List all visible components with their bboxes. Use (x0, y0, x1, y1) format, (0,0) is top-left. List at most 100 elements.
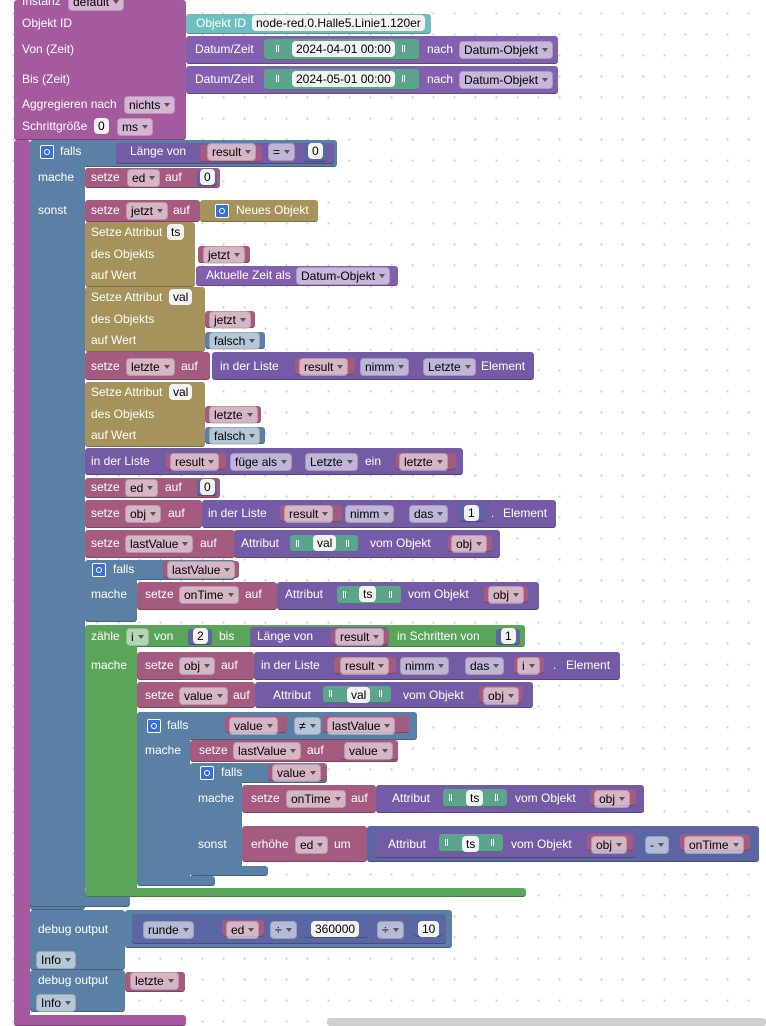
dropdown-field[interactable]: obj (179, 657, 216, 675)
dropdown-field[interactable]: result (335, 628, 385, 646)
dropdown-field[interactable]: i (517, 657, 540, 675)
text-field[interactable]: val (313, 535, 337, 551)
dropdown-field[interactable]: value (179, 687, 228, 705)
dropdown-field[interactable]: value (229, 717, 278, 735)
text-field[interactable]: 10 (418, 921, 440, 937)
dropdown-field[interactable]: Datum-Objekt (459, 71, 554, 89)
dropdown-field[interactable]: lastValue (125, 535, 194, 553)
text-field[interactable]: 0 (308, 143, 323, 159)
dropdown-field[interactable]: onTime (684, 836, 744, 854)
dropdown-field[interactable]: ed (295, 836, 329, 854)
text-field[interactable]: ts (167, 224, 185, 240)
dropdown-field[interactable]: obj (451, 535, 488, 553)
dropdown-field[interactable]: jetzt (126, 202, 169, 220)
dropdown-field[interactable]: füge als (230, 453, 293, 471)
dropdown-field[interactable]: ed (226, 921, 260, 939)
dropdown-field[interactable]: das (409, 505, 449, 523)
block-label: sonst (198, 837, 227, 851)
text-field[interactable]: ts (466, 790, 484, 806)
block-label: des Objekts (91, 312, 155, 326)
dropdown-field[interactable]: ÷ (270, 921, 297, 939)
dropdown-field[interactable]: ≠ (294, 717, 321, 735)
dropdown-field[interactable]: letzte (130, 972, 179, 990)
gear-icon[interactable] (215, 204, 229, 218)
dropdown-field[interactable]: jetzt (203, 246, 246, 264)
dropdown-field[interactable]: result (340, 657, 390, 675)
dropdown-field[interactable]: letzte (399, 453, 448, 471)
dropdown-field[interactable]: das (465, 657, 505, 675)
block-label: auf (168, 506, 185, 520)
text-field[interactable]: val (169, 289, 193, 305)
block-label: um (334, 837, 351, 851)
dropdown-field[interactable]: result (299, 358, 349, 376)
dropdown-field[interactable]: i (126, 628, 149, 646)
dropdown-field[interactable]: ed (127, 169, 161, 187)
dropdown-field[interactable]: - (645, 836, 669, 854)
dropdown-field[interactable]: default (68, 0, 125, 11)
block (85, 625, 137, 890)
dropdown-field[interactable]: lastValue (167, 561, 236, 579)
dropdown-field[interactable]: Datum-Objekt (459, 41, 554, 59)
block-label: auf (307, 743, 324, 757)
text-field[interactable]: ts (462, 836, 480, 852)
block-label: falls (221, 765, 243, 779)
dropdown-field[interactable]: lastValue (233, 742, 302, 760)
dropdown-field[interactable]: Info (36, 994, 77, 1012)
dropdown-field[interactable]: Letzte (423, 358, 476, 376)
dropdown-field[interactable]: obj (594, 790, 631, 808)
dropdown-field[interactable]: Info (36, 951, 77, 969)
text-field[interactable]: 1 (464, 505, 479, 521)
dropdown-field[interactable]: letzte (209, 406, 258, 424)
text-field[interactable]: 2 (193, 628, 208, 644)
block-label: Objekt ID (22, 16, 73, 30)
dropdown-field[interactable]: = (268, 143, 296, 161)
block-label: Aggregieren nach (22, 97, 117, 111)
dropdown-field[interactable]: letzte (126, 358, 175, 376)
dropdown-field[interactable]: result (207, 143, 257, 161)
dropdown-field[interactable]: ms (117, 118, 153, 136)
dropdown-field[interactable]: result (284, 505, 334, 523)
dropdown-field[interactable]: nichts (124, 96, 176, 114)
dropdown-field[interactable]: falsch (209, 427, 261, 445)
text-field[interactable]: 0 (94, 118, 109, 134)
text-field[interactable]: 0 (200, 479, 215, 495)
dropdown-field[interactable]: ÷ (377, 921, 404, 939)
dropdown-field[interactable]: value (272, 764, 321, 782)
dropdown-field[interactable]: value (344, 742, 393, 760)
text-field[interactable]: 1 (501, 628, 516, 644)
dropdown-field[interactable]: obj (125, 505, 162, 523)
dropdown-field[interactable]: jetzt (209, 311, 252, 329)
block-label: Datum/Zeit (195, 72, 254, 86)
dropdown-field[interactable]: nimm (345, 505, 395, 523)
block (85, 888, 526, 897)
dropdown-field[interactable]: falsch (209, 332, 261, 350)
gear-icon[interactable] (147, 719, 161, 733)
dropdown-field[interactable]: obj (483, 687, 520, 705)
dropdown-field[interactable]: obj (591, 836, 628, 854)
dropdown-field[interactable]: nimm (360, 358, 410, 376)
dropdown-field[interactable]: runde (143, 921, 194, 939)
dropdown-field[interactable]: result (170, 453, 220, 471)
dropdown-field[interactable]: lastValue (327, 717, 396, 735)
text-field[interactable]: val (169, 384, 193, 400)
gear-icon[interactable] (92, 563, 106, 577)
text-field[interactable]: ts (359, 586, 377, 602)
text-field[interactable]: 2024-05-01 00:00 (292, 71, 395, 87)
text-field[interactable]: 0 (200, 169, 215, 185)
dropdown-field[interactable]: Letzte (305, 453, 358, 471)
dropdown-field[interactable]: onTime (286, 790, 346, 808)
dropdown-field[interactable]: obj (488, 586, 525, 604)
dropdown-field[interactable]: ed (125, 479, 159, 497)
text-field[interactable]: node-red.0.Halle5.Linie1.120er (252, 15, 425, 31)
gear-icon[interactable] (200, 766, 214, 780)
text-field[interactable]: val (347, 687, 371, 703)
gear-icon[interactable] (40, 145, 54, 159)
quote-icon (445, 839, 453, 846)
dropdown-field[interactable]: onTime (179, 586, 239, 604)
text-field[interactable]: 2024-04-01 00:00 (292, 41, 395, 57)
text-field[interactable]: 360000 (311, 921, 360, 937)
dropdown-field[interactable]: nimm (400, 657, 450, 675)
block-label: in der Liste (261, 658, 320, 672)
dropdown-field[interactable]: Datum-Objekt (296, 267, 391, 285)
